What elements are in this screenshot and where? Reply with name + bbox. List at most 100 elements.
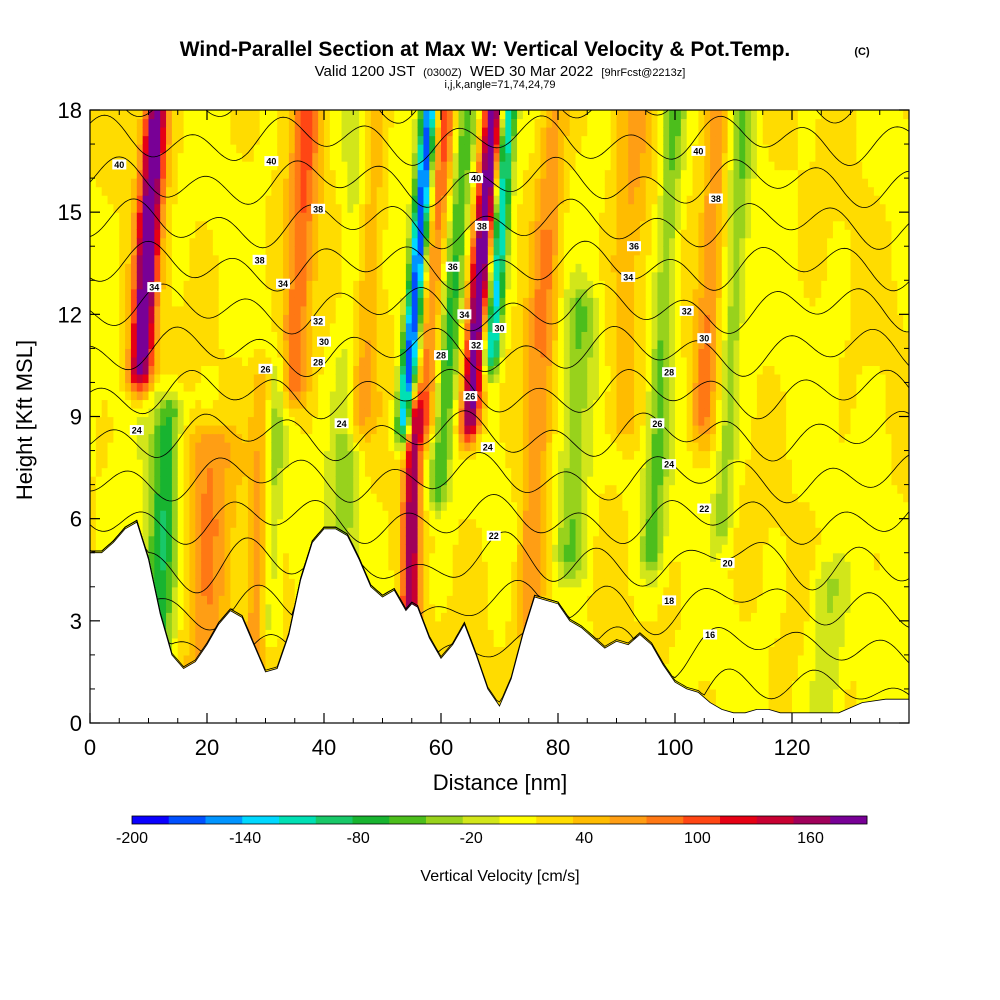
w-cell — [441, 637, 448, 647]
w-cell — [95, 373, 103, 384]
w-cell — [271, 254, 278, 264]
w-cell — [125, 356, 132, 367]
w-cell — [329, 152, 337, 162]
w-cell — [335, 135, 343, 145]
w-cell — [142, 373, 150, 384]
w-cell — [224, 493, 231, 503]
w-cell — [417, 280, 425, 290]
w-cell — [242, 220, 249, 230]
w-cell — [441, 535, 448, 545]
w-cell — [487, 569, 495, 579]
w-cell — [446, 510, 454, 520]
w-cell — [148, 390, 155, 401]
w-cell — [125, 510, 132, 520]
w-cell — [329, 169, 337, 179]
w-cell — [212, 339, 220, 349]
w-cell — [452, 365, 460, 375]
w-cell — [364, 118, 372, 128]
w-cell — [195, 535, 202, 545]
w-cell — [154, 493, 161, 503]
w-cell — [171, 237, 179, 247]
w-cell — [90, 220, 97, 230]
w-cell — [212, 416, 220, 426]
w-cell — [224, 288, 231, 298]
w-cell — [376, 373, 384, 384]
w-cell — [136, 373, 144, 384]
w-cell — [230, 118, 237, 128]
w-cell — [300, 237, 308, 247]
w-cell — [207, 510, 214, 520]
w-cell — [476, 586, 483, 596]
w-cell — [195, 348, 202, 358]
w-cell — [294, 297, 302, 307]
w-cell — [306, 314, 313, 324]
w-cell — [265, 646, 272, 656]
w-cell — [183, 493, 191, 503]
w-cell — [429, 459, 436, 469]
w-cell — [476, 373, 483, 384]
w-cell — [347, 169, 354, 179]
w-cell — [359, 450, 366, 460]
w-cell — [177, 288, 185, 298]
w-cell — [177, 552, 185, 562]
w-cell — [207, 459, 214, 469]
w-cell — [136, 510, 144, 520]
w-cell — [452, 237, 460, 247]
w-cell — [271, 467, 278, 477]
w-cell — [300, 144, 308, 154]
w-cell — [177, 484, 185, 494]
w-cell — [476, 280, 483, 290]
w-cell — [283, 186, 290, 196]
w-cell — [423, 527, 430, 537]
w-cell — [212, 578, 220, 588]
w-cell — [95, 459, 103, 469]
w-cell — [429, 620, 436, 630]
w-cell — [224, 127, 231, 137]
w-cell — [201, 578, 208, 588]
w-cell — [271, 356, 278, 367]
w-cell — [113, 246, 120, 256]
w-cell — [218, 314, 226, 324]
w-cell — [183, 501, 191, 511]
w-cell — [464, 203, 471, 213]
w-cell — [400, 399, 407, 409]
w-cell — [242, 425, 249, 435]
w-cell — [353, 314, 360, 324]
w-cell — [247, 195, 255, 205]
w-cell — [207, 416, 214, 426]
w-cell — [359, 297, 366, 307]
w-cell — [253, 561, 261, 571]
w-cell — [95, 246, 103, 256]
w-cell — [283, 365, 290, 375]
w-cell — [130, 365, 138, 375]
w-cell — [148, 178, 155, 188]
w-cell — [458, 195, 465, 205]
w-cell — [113, 118, 120, 128]
w-cell — [107, 186, 114, 196]
w-cell — [271, 322, 278, 332]
w-cell — [207, 135, 214, 145]
w-cell — [218, 569, 226, 579]
w-cell — [446, 135, 454, 145]
w-cell — [253, 339, 261, 349]
w-cell — [382, 263, 389, 273]
w-cell — [324, 518, 331, 528]
w-cell — [95, 127, 103, 137]
w-cell — [201, 493, 208, 503]
w-cell — [183, 535, 191, 545]
w-cell — [487, 552, 495, 562]
w-cell — [271, 144, 278, 154]
w-cell — [376, 425, 384, 435]
w-cell — [119, 271, 126, 281]
w-cell — [382, 229, 389, 239]
w-cell — [400, 110, 407, 120]
w-cell — [341, 135, 348, 145]
w-cell — [265, 407, 272, 418]
w-cell — [90, 305, 97, 315]
w-cell — [148, 161, 155, 171]
w-cell — [212, 314, 220, 324]
w-cell — [242, 416, 249, 426]
w-cell — [107, 365, 114, 375]
w-cell — [312, 305, 319, 315]
w-cell — [294, 527, 302, 537]
